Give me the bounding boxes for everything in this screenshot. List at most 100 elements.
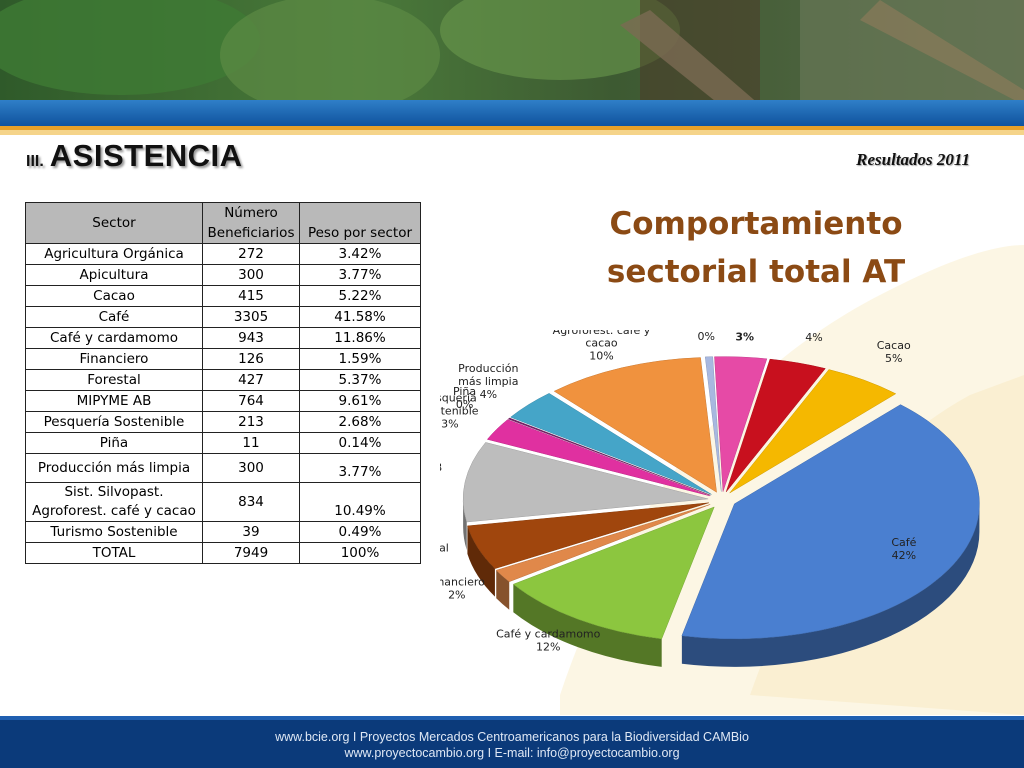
pie-sides — [463, 498, 980, 667]
table-cell-weight: 1.59% — [299, 348, 421, 370]
footer-bar: www.bcie.org I Proyectos Mercados Centro… — [0, 716, 1024, 768]
table-row: Café y cardamomo 943 11.86% — [25, 327, 421, 349]
header-sector: Sector — [25, 202, 203, 244]
data-label: Forestal5% — [440, 541, 449, 567]
data-label-line: Apicultura — [786, 330, 842, 331]
data-label: Sist. Silvopast.Agroforest. café ycacao1… — [553, 330, 651, 363]
table-row: Sist. Silvopast. Agroforest. café y caca… — [25, 482, 421, 522]
data-label: Financiero2% — [440, 575, 485, 601]
table-cell-sector: Pesquería Sostenible — [25, 411, 203, 433]
pie-slice-side — [467, 525, 495, 597]
data-label-line: Pesquería — [440, 392, 477, 405]
data-label-line: Agroforest. café y — [553, 330, 651, 337]
pie-slice — [507, 417, 711, 496]
table-cell-weight: 5.37% — [299, 369, 421, 391]
data-label-line: 0% — [698, 330, 715, 343]
results-label: Resultados 2011 — [856, 150, 970, 169]
table-cell-sector: Apicultura — [25, 264, 203, 286]
table-cell-sector: Café y cardamomo — [25, 327, 203, 349]
pie-slice — [681, 404, 980, 640]
table-row: Producción más limpia 300 3.77% — [25, 453, 421, 483]
beneficiaries-table: Sector Número Beneficiarios Peso por sec… — [25, 202, 421, 564]
pie-slice — [729, 369, 897, 494]
data-label-line: 3% — [441, 418, 458, 431]
table-cell-sector: Turismo Sostenible — [25, 521, 203, 543]
footer-stripe — [0, 716, 1024, 720]
table-row: Turismo Sostenible 39 0.49% — [25, 521, 421, 543]
table-row: MIPYME AB 764 9.61% — [25, 390, 421, 412]
pie-slice — [510, 393, 712, 495]
data-label-line: Financiero — [440, 575, 485, 588]
data-label: PesqueríaSostenible3% — [440, 392, 479, 431]
chart-title: Comportamiento sectorial total AT — [606, 206, 906, 290]
table-row: Cacao 415 5.22% — [25, 285, 421, 307]
data-label-line: 12% — [536, 640, 560, 653]
table-total-count: 7949 — [202, 542, 300, 564]
table-cell-weight: 9.61% — [299, 390, 421, 412]
pie-slice — [553, 357, 717, 493]
table-cell-weight: 3.77% — [299, 453, 421, 483]
table-cell-weight: 5.22% — [299, 285, 421, 307]
table-cell-sector: Producción más limpia — [25, 453, 203, 483]
data-label: TurismoSostenible0% — [678, 330, 736, 343]
data-label: Producción más limpia 4% — [458, 362, 518, 401]
data-label-line: Producción — [458, 362, 518, 375]
table-total-row: TOTAL 7949 100% — [25, 542, 421, 564]
table-row: Piña 11 0.14% — [25, 432, 421, 454]
data-label: Café y cardamomo 12% — [496, 627, 601, 653]
table-cell-count: 213 — [202, 411, 300, 433]
table-cell-weight: 3.77% — [299, 264, 421, 286]
table-cell-sector: Café — [25, 306, 203, 328]
data-label-line: Piña — [453, 385, 476, 398]
table-cell-count: 272 — [202, 243, 300, 265]
pie-slice — [486, 419, 710, 497]
footer-line-2: www.proyectocambio.org I E-mail: info@pr… — [344, 746, 680, 760]
table-cell-sector: Financiero — [25, 348, 203, 370]
table-cell-count: 11 — [202, 432, 300, 454]
pie-slice — [467, 502, 709, 569]
section-title: III. ASISTENCIA — [26, 138, 243, 174]
pie-slice — [725, 358, 826, 493]
data-label: MIPYME AB10% — [440, 461, 442, 487]
table-cell-sector: Agricultura Orgánica — [25, 243, 203, 265]
section-number: III. — [26, 153, 44, 170]
footer-line-1: www.bcie.org I Proyectos Mercados Centro… — [275, 730, 749, 744]
table-cell-count: 415 — [202, 285, 300, 307]
table-cell-weight: 0.14% — [299, 432, 421, 454]
header-weight: Peso por sector — [299, 202, 421, 244]
data-label-line: cacao — [585, 337, 618, 350]
header-banner — [0, 0, 1024, 135]
pie-slice-side — [513, 584, 662, 667]
table-row: Apicultura 300 3.77% — [25, 264, 421, 286]
data-label-line: 42% — [892, 549, 916, 562]
data-label: Cacao 5% — [877, 339, 911, 365]
table-total-weight: 100% — [299, 542, 421, 564]
data-label: Café 42% — [891, 536, 916, 562]
table-cell-count: 3305 — [202, 306, 300, 328]
section-heading: ASISTENCIA — [49, 138, 243, 173]
data-label-line: más limpia — [458, 375, 518, 388]
data-label: AgriculturaOrgánica3% — [710, 330, 780, 343]
pie-slice-side — [681, 503, 980, 667]
table-cell-sector: Cacao — [25, 285, 203, 307]
table-cell-weight: 3.42% — [299, 243, 421, 265]
pie-slice — [704, 356, 722, 492]
data-label-line: Café — [891, 536, 916, 549]
table-header-row: Sector Número Beneficiarios Peso por sec… — [25, 202, 421, 244]
table-cell-count: 300 — [202, 264, 300, 286]
table-cell-weight: 10.49% — [299, 482, 421, 522]
table-cell-sector: MIPYME AB — [25, 390, 203, 412]
data-label-line: 10% — [589, 350, 613, 363]
table-cell-weight: 0.49% — [299, 521, 421, 543]
data-label-line: 3% — [735, 330, 754, 343]
pie-chart: AgriculturaOrgánica3% Apicultura 4% Cacao5%… — [440, 330, 980, 667]
table-cell-weight: 11.86% — [299, 327, 421, 349]
data-label-line: 4% — [480, 388, 497, 401]
table-cell-count: 300 — [202, 453, 300, 483]
table-cell-count: 943 — [202, 327, 300, 349]
data-label-line: Cacao — [877, 339, 911, 352]
table-row: Café 3305 41.58% — [25, 306, 421, 328]
data-label-line: MIPYME AB — [440, 461, 442, 474]
data-label-line: Forestal — [440, 541, 449, 554]
pie-slice — [512, 506, 715, 640]
